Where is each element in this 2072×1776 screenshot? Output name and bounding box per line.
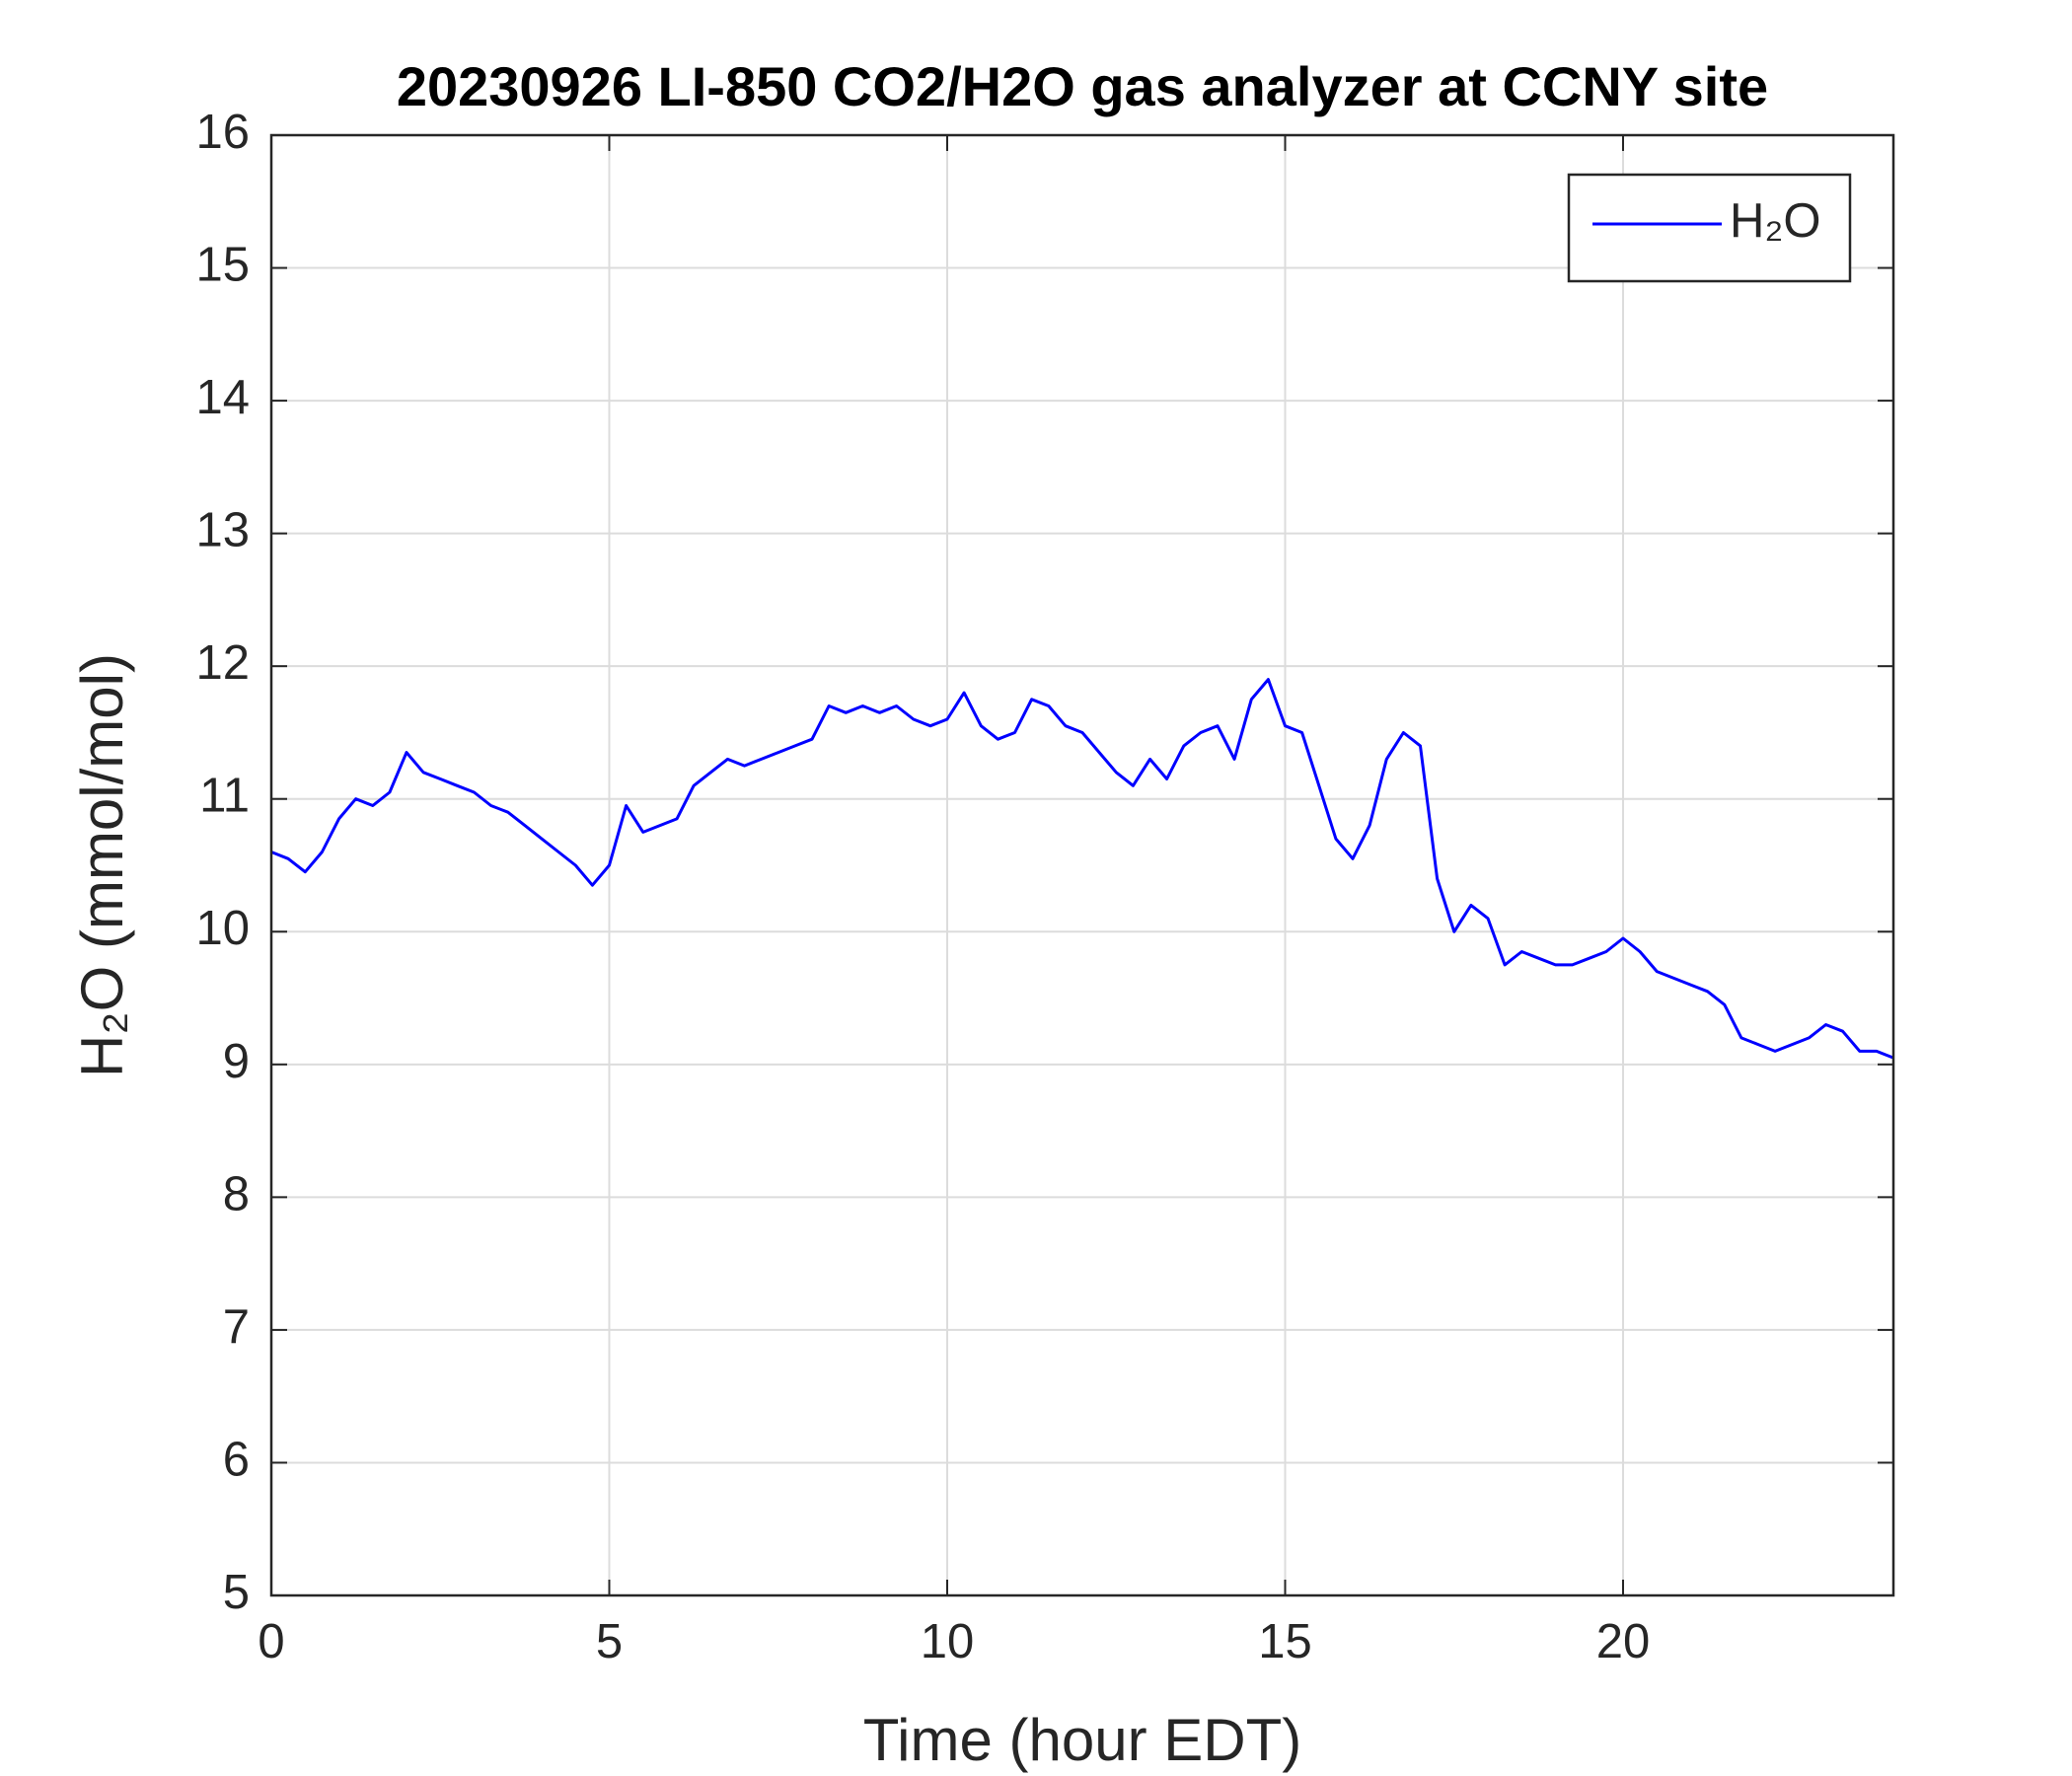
x-tick-label: 10 [921,1615,975,1668]
x-axis-label: Time (hour EDT) [863,1707,1302,1773]
y-tick-label: 12 [195,636,250,690]
legend-box [1567,173,1852,283]
y-tick-label: 13 [195,504,250,557]
x-tick-label: 0 [258,1615,284,1668]
x-tick-label: 20 [1596,1615,1651,1668]
plot-frame [269,133,1895,1597]
data-line [270,678,1894,1060]
y-tick-label: 11 [199,770,250,823]
y-tick-label: 9 [223,1035,250,1088]
y-tick-label: 7 [223,1300,250,1354]
x-tick-label: 5 [596,1615,623,1668]
y-tick-label: 8 [223,1167,250,1221]
legend-label: H₂O [1730,194,1821,248]
y-axis-label: H₂O (mmol/mol) [69,653,135,1077]
chart-title: 20230926 LI-850 CO2/H2O gas analyzer at … [397,55,1768,117]
x-tick-label: 15 [1258,1615,1312,1668]
y-tick-label: 15 [195,238,250,291]
y-tick-label: 5 [223,1566,250,1619]
y-tick-label: 10 [195,902,250,955]
y-tick-label: 16 [195,106,250,159]
y-tick-label: 6 [223,1433,250,1486]
y-tick-label: 14 [195,371,250,424]
